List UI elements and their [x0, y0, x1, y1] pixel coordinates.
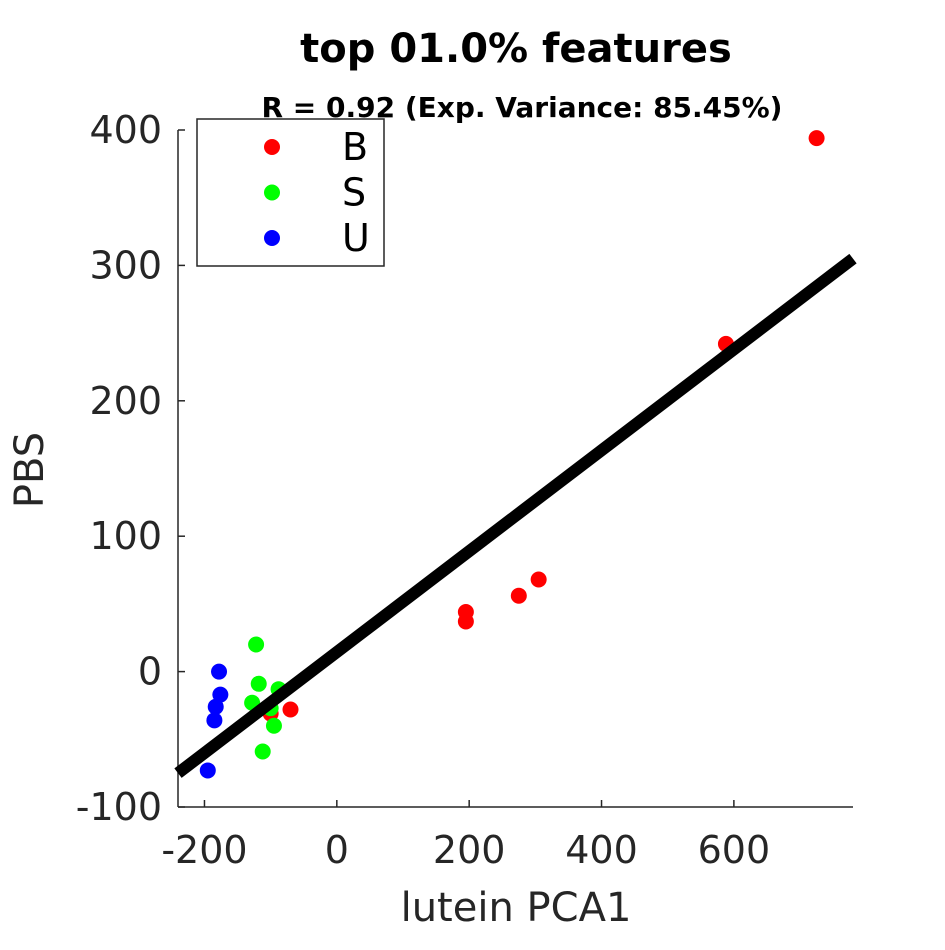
data-point — [207, 698, 224, 715]
legend-marker — [264, 230, 280, 246]
x-tick-label: 600 — [698, 828, 771, 872]
data-point — [211, 663, 228, 680]
x-tick-label: -200 — [161, 828, 247, 872]
data-point — [510, 587, 527, 604]
data-point — [254, 743, 271, 760]
y-tick-label: 200 — [89, 379, 162, 423]
y-tick-label: 400 — [89, 108, 162, 152]
data-point — [530, 571, 547, 588]
data-point — [808, 130, 825, 147]
data-point — [206, 712, 223, 729]
y-tick-label: -100 — [76, 785, 162, 829]
data-point — [250, 675, 267, 692]
data-point — [248, 636, 265, 653]
data-point — [199, 762, 216, 779]
x-tick-label: 0 — [325, 828, 349, 872]
data-point — [282, 701, 299, 718]
data-point — [212, 686, 229, 703]
y-tick-label: 100 — [89, 514, 162, 558]
x-axis-label: lutein PCA1 — [401, 885, 632, 931]
y-tick-label: 0 — [138, 650, 162, 694]
chart-title: top 01.0% features — [300, 26, 732, 72]
x-tick-label: 400 — [565, 828, 638, 872]
series-U — [199, 663, 229, 779]
legend-label: S — [342, 171, 366, 215]
legend-marker — [264, 139, 280, 155]
legend-marker — [264, 184, 280, 201]
legend-label: U — [342, 216, 370, 260]
legend-box — [196, 118, 385, 267]
y-axis-label: PBS — [7, 432, 53, 508]
legend-label: B — [342, 125, 368, 169]
legend: BSU — [196, 118, 385, 267]
x-tick-label: 200 — [433, 828, 506, 872]
plot-area: -200 0 200 400 600 -100 0 100 200 300 400 BSU — [76, 108, 857, 872]
regression-line — [174, 253, 857, 778]
data-point — [457, 613, 474, 630]
y-tick-label: 300 — [89, 243, 162, 287]
data-point — [265, 717, 282, 734]
